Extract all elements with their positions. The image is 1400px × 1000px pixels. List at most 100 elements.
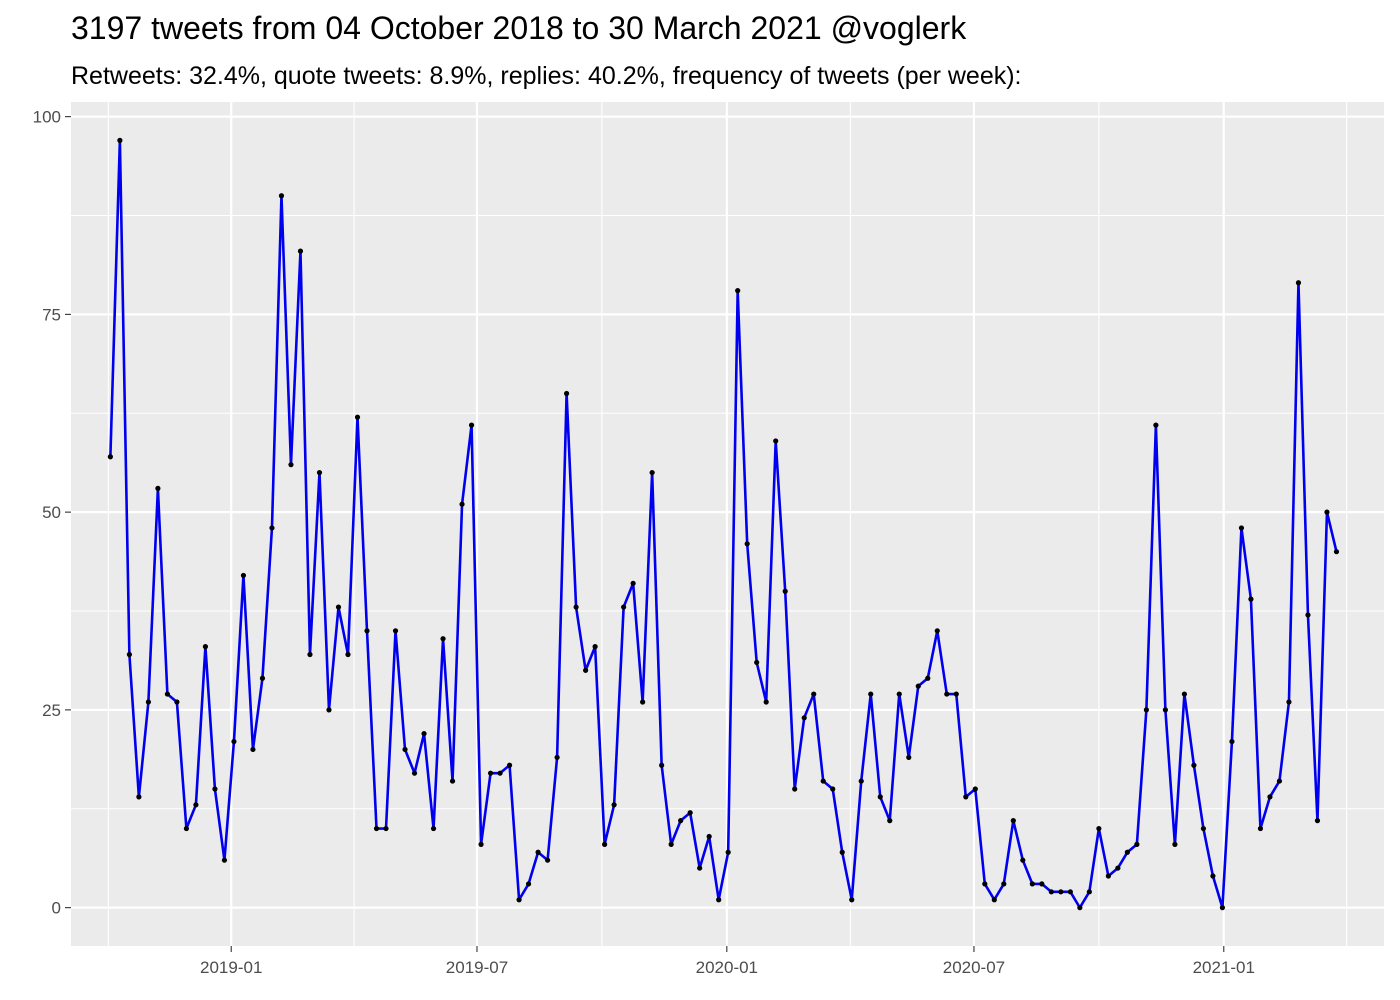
data-point [1058,889,1064,895]
data-point [1172,841,1178,847]
data-point [564,390,570,397]
series-line [109,139,1338,909]
data-point [1096,825,1102,832]
data-point [506,762,513,768]
data-point [573,604,579,610]
data-point [535,849,541,855]
data-point [668,841,674,847]
data-point [915,683,921,689]
x-tick-label: 2021-01 [1193,958,1255,977]
data-point [906,754,912,760]
data-point [440,636,446,642]
data-point [354,414,361,420]
data-point [1115,865,1121,871]
data-point [801,715,807,721]
data-point [811,691,817,697]
data-point [1276,778,1283,784]
data-point [773,438,779,444]
data-point [687,810,693,816]
data-point [174,699,180,705]
data-point [725,849,731,855]
data-point [449,778,456,784]
y-tick-label: 100 [33,108,61,127]
data-point [459,501,465,507]
data-point [478,841,484,847]
data-point [763,699,769,705]
data-point [991,897,997,903]
data-point [1324,509,1330,515]
data-point [602,841,608,847]
data-point [554,754,560,760]
data-point [820,778,826,784]
data-point [326,707,332,713]
data-point [1200,825,1207,832]
data-point [117,137,123,143]
data-point [1257,825,1264,832]
data-point [525,881,532,887]
data-point [1086,889,1092,895]
data-point [1229,738,1235,745]
data-point [335,604,342,610]
data-point [934,628,940,634]
data-point [1286,699,1292,705]
data-point [744,541,750,547]
data-point [849,897,855,903]
data-point [212,786,218,792]
data-point [231,738,237,745]
data-point [345,651,351,658]
data-point [383,825,389,832]
data-point [858,778,864,784]
chart-title: 3197 tweets from 04 October 2018 to 30 M… [71,10,967,46]
data-point [925,675,931,681]
data-point [1143,707,1149,713]
data-point [145,699,151,705]
data-point [1020,857,1026,863]
data-point [953,691,959,697]
x-tick-label: 2019-07 [446,958,508,977]
data-point [649,469,655,476]
data-point [630,580,636,586]
data-point [136,794,142,800]
data-point [1162,707,1168,713]
data-point [1305,612,1311,618]
data-point [1067,889,1073,895]
data-point [887,818,893,824]
data-point [155,485,161,491]
data-point [583,667,589,673]
data-point [659,762,665,768]
data-point [250,746,256,753]
data-point [716,897,722,903]
data-point [402,746,408,753]
data-point [1210,873,1216,879]
data-point [1048,889,1054,895]
data-point [792,786,798,792]
x-tick-label: 2020-07 [943,958,1005,977]
data-point [1238,525,1245,531]
data-point [1010,818,1016,824]
data-point [706,833,712,840]
data-point [364,628,370,634]
data-point [221,857,228,863]
data-point [1105,873,1111,879]
data-point [269,525,275,531]
data-point [1248,596,1254,602]
data-point [297,248,304,254]
data-point [1039,881,1045,887]
y-tick-label: 75 [42,305,61,324]
data-point [896,691,902,697]
data-point [1124,849,1130,855]
data-point [1333,549,1340,555]
data-point [1134,841,1140,847]
data-point [944,691,950,697]
data-point [972,786,978,792]
data-point [1267,794,1273,800]
data-point [830,786,836,792]
data-point [640,699,646,705]
data-point [697,865,703,871]
data-point [1314,818,1321,824]
data-point [126,651,132,658]
data-point [877,794,883,800]
data-point [611,802,617,808]
data-point [316,469,323,476]
